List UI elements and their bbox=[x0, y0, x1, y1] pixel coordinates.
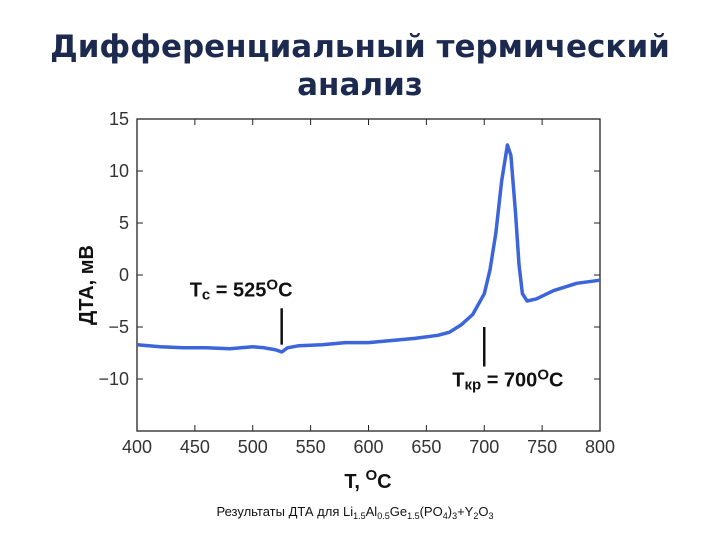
annotation: Tкр = 700OC bbox=[452, 367, 563, 394]
annotation-part: c bbox=[202, 286, 210, 303]
title: анализ bbox=[297, 67, 423, 103]
x-tick-label: 750 bbox=[527, 437, 557, 457]
caption-part: 1.5 bbox=[407, 511, 420, 521]
x-axis-label-part: O bbox=[366, 467, 378, 484]
annotation-part: T bbox=[190, 279, 202, 301]
x-tick-label: 700 bbox=[469, 437, 499, 457]
caption-part: ) bbox=[448, 504, 452, 519]
caption-part: +Y bbox=[457, 504, 474, 519]
x-tick-label: 450 bbox=[180, 437, 210, 457]
x-axis-label-part: T, bbox=[344, 471, 365, 493]
y-tick-label: −10 bbox=[98, 369, 129, 389]
annotation-part: C bbox=[278, 279, 292, 301]
caption-part: 4 bbox=[443, 511, 448, 521]
y-tick-label: 0 bbox=[119, 265, 129, 285]
x-tick-label: 500 bbox=[238, 437, 268, 457]
caption-part: (PO bbox=[420, 504, 443, 519]
caption-part: 2 bbox=[473, 511, 478, 521]
caption-part: O bbox=[478, 504, 488, 519]
caption-part: 1.5 bbox=[353, 511, 366, 521]
caption-part: Ge bbox=[390, 504, 407, 519]
annotation-part: кр bbox=[464, 377, 481, 394]
caption-part: Al bbox=[366, 504, 378, 519]
data-line bbox=[136, 143, 601, 354]
y-tick-label: 15 bbox=[109, 109, 129, 129]
x-tick-label: 550 bbox=[296, 437, 326, 457]
x-axis-label-part: C bbox=[377, 471, 391, 493]
title: Дифференциальный термический bbox=[50, 29, 670, 65]
caption-part: 0.5 bbox=[377, 511, 390, 521]
annotation-part: O bbox=[266, 276, 278, 293]
caption-part: Результаты ДТА для Li bbox=[217, 504, 354, 519]
caption-part: 3 bbox=[452, 511, 457, 521]
x-tick-label: 600 bbox=[353, 437, 383, 457]
x-tick-label: 650 bbox=[411, 437, 441, 457]
annotation-part: = 700 bbox=[481, 370, 537, 392]
y-tick-label: 10 bbox=[109, 161, 129, 181]
y-axis-label: ДТА, мВ bbox=[76, 245, 98, 325]
x-tick-label: 400 bbox=[122, 437, 152, 457]
x-tick-label: 800 bbox=[585, 437, 615, 457]
y-tick-label: −5 bbox=[108, 317, 129, 337]
caption: Результаты ДТА для Li1.5Al0.5Ge1.5(PO4)3… bbox=[217, 504, 494, 521]
y-tick-label: 5 bbox=[119, 213, 129, 233]
annotation-part: C bbox=[549, 370, 563, 392]
annotation-part: T bbox=[452, 370, 464, 392]
x-axis-label: T, OC bbox=[344, 467, 391, 493]
annotation-part: = 525 bbox=[210, 279, 266, 301]
annotation: Tc = 525OC bbox=[190, 276, 293, 303]
annotation-part: O bbox=[537, 367, 549, 384]
caption-part: 3 bbox=[488, 511, 493, 521]
